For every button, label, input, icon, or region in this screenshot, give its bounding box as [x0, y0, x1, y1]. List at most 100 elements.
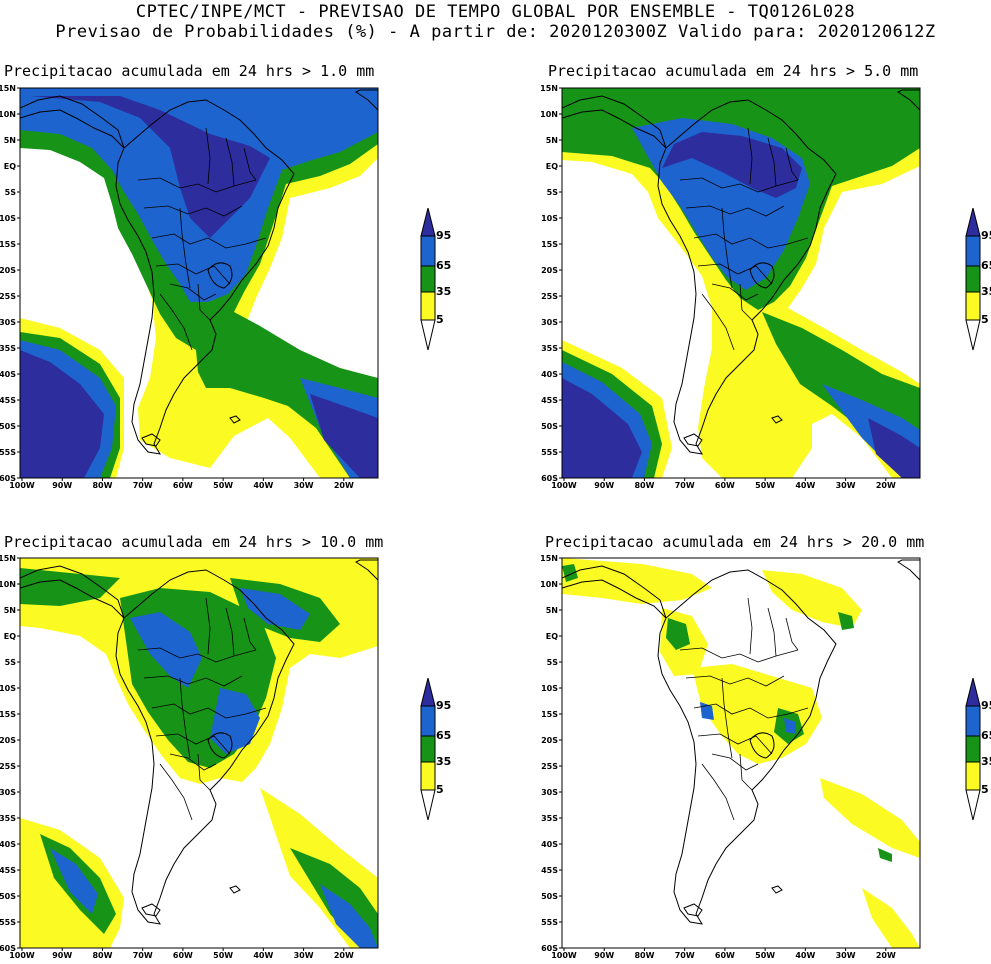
lon-label: 90W	[594, 481, 614, 490]
map-svg: 15N 10N 5N EQ 5S 10S 15S 20S 25S 30S 35S 40S 45S 50S 5…	[540, 554, 921, 960]
country-border	[785, 617, 799, 651]
lat-label: 5N	[4, 606, 16, 615]
lon-label: 80W	[634, 481, 654, 490]
lat-label: 45S	[0, 866, 16, 875]
lat-label: 10S	[0, 214, 16, 223]
lon-label: 80W	[92, 481, 112, 490]
lat-label: 45S	[541, 396, 558, 405]
map-svg: 15N 10N 5N EQ 5S 10S 15S 20S 25S 30S 35S 40S 45S 50S 5…	[0, 554, 379, 960]
lat-label: 30S	[541, 318, 558, 327]
legend-swatch-none	[420, 789, 436, 821]
central-america-coastline	[20, 95, 125, 149]
map-frame	[19, 557, 379, 949]
country-border	[205, 127, 211, 185]
africa-coastline	[897, 89, 920, 111]
country-border	[739, 753, 753, 791]
probability-area-c5	[862, 888, 920, 948]
legend-swatch-none	[965, 319, 981, 351]
lon-label: 30W	[294, 951, 314, 960]
lat-label: EQ	[546, 162, 558, 171]
south-america-coastline	[657, 99, 837, 455]
legend-colorbar	[420, 208, 436, 351]
lat-label: 45S	[0, 396, 16, 405]
probability-area-c95	[310, 394, 378, 478]
lon-label: 90W	[52, 481, 72, 490]
panel-1-title: Precipitacao acumulada em 24 hrs > 1.0 m…	[4, 62, 375, 80]
probability-field	[562, 88, 920, 478]
legend-colorbar	[965, 208, 981, 351]
legend-swatch-c65	[420, 705, 436, 737]
map-panel-3: 15N 10N 5N EQ 5S 10S 15S 20S 25S 30S 35S 40S 45S 50S 5…	[0, 554, 380, 964]
lon-label: 80W	[634, 951, 654, 960]
country-border	[701, 293, 735, 351]
legend-swatch-c95	[420, 208, 436, 237]
probability-area-c95	[30, 96, 270, 238]
legend-swatch-c35	[965, 265, 981, 293]
lat-label: 55S	[0, 448, 16, 457]
legend-swatch-c35	[420, 265, 436, 293]
legend-label: 65	[981, 259, 991, 272]
country-border	[143, 675, 243, 687]
tierra-del-fuego-outline	[683, 433, 703, 447]
legend-label: 35	[981, 755, 991, 768]
lat-label: 20S	[0, 266, 16, 275]
lat-label: 5S	[547, 658, 559, 667]
lat-label: 20S	[541, 736, 558, 745]
country-border	[243, 147, 257, 181]
lat-label: 50S	[0, 892, 16, 901]
lon-label: 40W	[253, 481, 273, 490]
lon-label: 90W	[52, 951, 72, 960]
country-border	[155, 733, 231, 755]
lon-label: 70W	[133, 481, 153, 490]
country-border	[155, 263, 231, 285]
lon-label: 30W	[836, 481, 856, 490]
legend-swatch-c95	[965, 678, 981, 707]
probability-area-c65	[320, 884, 378, 948]
legend-label: 5	[436, 783, 444, 796]
falklands-outline	[229, 885, 241, 894]
country-border	[785, 147, 799, 181]
lat-label: 10S	[541, 214, 558, 223]
figure-title: CPTEC/INPE/MCT - PREVISAO DE TEMPO GLOBA…	[135, 2, 856, 22]
legend-panel-1: 95 65 35 5	[420, 208, 470, 358]
country-border	[205, 597, 211, 655]
lon-label: 20W	[876, 951, 896, 960]
country-border	[701, 763, 735, 821]
country-border	[159, 293, 193, 351]
central-america-coastline	[20, 565, 125, 619]
probability-area-c65	[784, 718, 796, 734]
lon-label: 70W	[133, 951, 153, 960]
country-border	[225, 607, 235, 657]
lat-label: 35S	[0, 344, 16, 353]
legend-label: 95	[981, 229, 991, 242]
legend-swatch-c5	[420, 761, 436, 791]
legend-swatch-c5	[420, 291, 436, 321]
lon-label: 70W	[675, 481, 695, 490]
lat-label: 40S	[541, 370, 558, 379]
legend-label: 95	[436, 699, 452, 712]
country-border	[767, 137, 777, 187]
lat-label: 40S	[0, 840, 16, 849]
lat-label: 10N	[540, 110, 558, 119]
country-border	[225, 137, 235, 187]
coastlines	[562, 559, 920, 925]
country-border	[179, 207, 191, 289]
lat-label: 60S	[0, 474, 16, 483]
country-border	[697, 733, 773, 755]
lat-label: 45S	[541, 866, 558, 875]
lagoon-outline	[207, 262, 233, 289]
country-border	[179, 677, 191, 759]
country-border	[711, 753, 759, 771]
lat-label: 55S	[0, 918, 16, 927]
lon-label: 20W	[334, 481, 354, 490]
lat-label: 60S	[541, 474, 558, 483]
legend-label: 35	[981, 285, 991, 298]
lat-label: 60S	[0, 944, 16, 953]
south-america-coastline	[115, 99, 295, 455]
falklands-outline	[229, 415, 241, 424]
legend-label: 95	[436, 229, 452, 242]
probability-area-c5	[762, 570, 862, 628]
country-border	[721, 677, 733, 759]
lon-label: 100W	[9, 481, 35, 490]
probability-field	[20, 88, 378, 478]
